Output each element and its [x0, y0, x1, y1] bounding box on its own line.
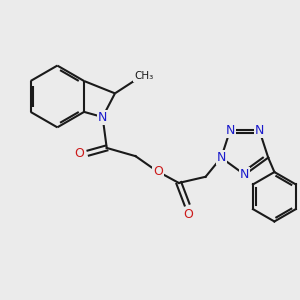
- Text: N: N: [240, 168, 249, 181]
- Text: N: N: [255, 124, 264, 136]
- Text: O: O: [183, 208, 193, 221]
- Text: N: N: [98, 110, 107, 124]
- Text: O: O: [153, 165, 163, 178]
- Text: N: N: [226, 124, 235, 136]
- Text: O: O: [74, 147, 84, 160]
- Text: CH₃: CH₃: [134, 71, 153, 81]
- Text: N: N: [217, 151, 226, 164]
